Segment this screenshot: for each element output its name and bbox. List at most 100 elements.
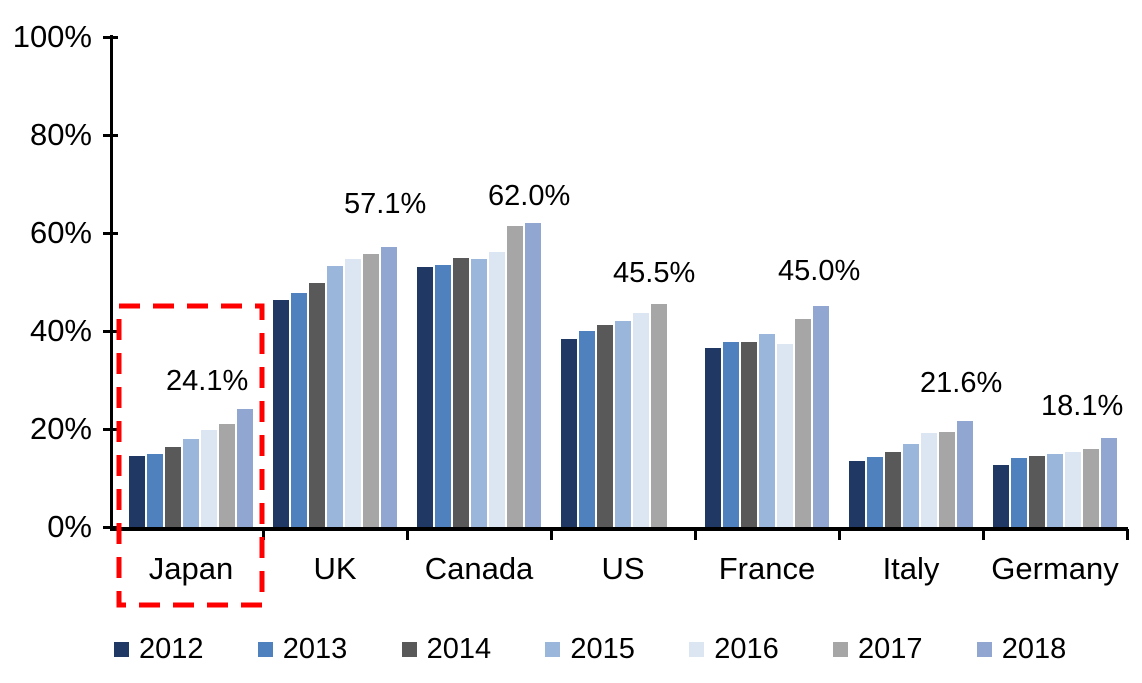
bar-japan-2012 [129,456,145,527]
legend-label-2013: 2013 [282,633,348,665]
bar-us-2012 [561,339,577,527]
data-label-germany: 18.1% [1041,390,1124,422]
x-axis-label-japan: Japan [148,551,234,586]
legend-label-2012: 2012 [139,633,204,665]
bar-germany-2014 [1029,456,1045,527]
bar-us-2013 [579,331,595,527]
bar-japan-2018 [237,409,253,527]
legend-item-2015: 2015 [545,630,635,668]
bar-group-italy [839,37,983,527]
data-label-canada: 62.0% [488,180,571,212]
legend-swatch-2013 [257,641,273,657]
bar-france-2013 [723,342,739,527]
bar-uk-2017 [363,254,379,527]
bar-group-canada [407,37,551,527]
bar-germany-2012 [993,465,1009,527]
legend: 2012 2013 2014 2015 2016 2017 2018 [0,630,1142,668]
legend-label-2015: 2015 [570,633,635,665]
bar-canada-2016 [489,252,505,527]
bar-canada-2015 [471,259,487,527]
bar-germany-2015 [1047,454,1063,527]
legend-item-2018: 2018 [976,630,1066,668]
y-axis-tick-label: 80% [29,117,92,152]
x-axis-tick [1126,529,1129,540]
bar-japan-2014 [165,447,181,527]
bar-japan-2016 [201,430,217,527]
legend-swatch-2018 [976,641,992,657]
x-axis-tick [262,529,265,540]
bar-uk-2015 [327,266,343,527]
x-axis-label-germany: Germany [991,551,1119,586]
bar-france-2018 [813,306,829,527]
bar-japan-2015 [183,439,199,527]
legend-label-2017: 2017 [858,633,923,665]
y-axis-tick-label: 0% [47,509,92,544]
data-label-japan: 24.1% [166,365,249,397]
y-axis-tick [103,526,118,529]
data-label-france: 45.0% [778,255,861,287]
legend-swatch-2014 [401,641,417,657]
x-axis-tick [838,529,841,540]
bar-uk-2014 [309,283,325,527]
bar-uk-2013 [291,293,307,527]
bar-us-2016 [633,313,649,527]
legend-swatch-2015 [545,641,561,657]
legend-label-2016: 2016 [714,633,779,665]
x-axis-label-us: US [601,551,645,586]
bar-italy-2012 [849,461,865,527]
bar-us-2015 [615,321,631,527]
x-axis-line [110,527,1128,531]
data-label-uk: 57.1% [344,188,427,220]
legend-label-2014: 2014 [426,633,492,665]
y-axis-tick-label: 100% [12,19,92,54]
x-axis-label-uk: UK [313,551,357,586]
bar-uk-2012 [273,300,289,527]
x-axis-tick [118,529,121,540]
bar-group-us [551,37,695,527]
x-axis-tick [406,529,409,540]
legend-swatch-2017 [833,641,848,657]
bar-group-uk [263,37,407,527]
bar-germany-2016 [1065,452,1081,527]
y-axis-tick [103,134,118,137]
y-axis-tick [103,428,118,431]
y-axis-tick-label: 60% [29,215,92,250]
bar-germany-2017 [1083,449,1099,527]
legend-swatch-2012 [114,641,129,657]
x-axis-tick [982,529,985,540]
legend-item-2014: 2014 [401,630,492,668]
x-axis-label-canada: Canada [424,551,534,586]
bar-france-2012 [705,348,721,527]
bar-japan-2013 [147,454,163,527]
y-axis-tick [103,36,118,39]
legend-item-2012: 2012 [114,630,204,668]
bar-canada-2012 [417,267,433,527]
legend-item-2013: 2013 [257,630,348,668]
bar-group-france [695,37,839,527]
data-label-us: 45.5% [613,257,696,289]
y-axis-tick-label: 40% [29,313,92,348]
bar-canada-2013 [435,265,451,527]
bar-japan-2017 [219,424,235,527]
bar-germany-2013 [1011,458,1027,527]
legend-swatch-2016 [689,641,705,657]
y-axis-tick-label: 20% [29,411,92,446]
bar-france-2015 [759,334,775,527]
bar-uk-2018 [381,247,397,527]
bar-italy-2018 [957,421,973,527]
bar-canada-2018 [525,223,541,527]
legend-item-2017: 2017 [833,630,923,668]
bar-italy-2013 [867,457,883,527]
bar-italy-2017 [939,432,955,527]
bar-group-germany [983,37,1127,527]
data-label-italy: 21.6% [920,367,1003,399]
legend-item-2016: 2016 [689,630,779,668]
bar-france-2014 [741,342,757,527]
bar-italy-2015 [903,444,919,527]
x-axis-tick [550,529,553,540]
bar-us-2014 [597,325,613,527]
bar-germany-2018 [1101,438,1117,527]
y-axis-tick [103,330,118,333]
x-axis-tick [694,529,697,540]
